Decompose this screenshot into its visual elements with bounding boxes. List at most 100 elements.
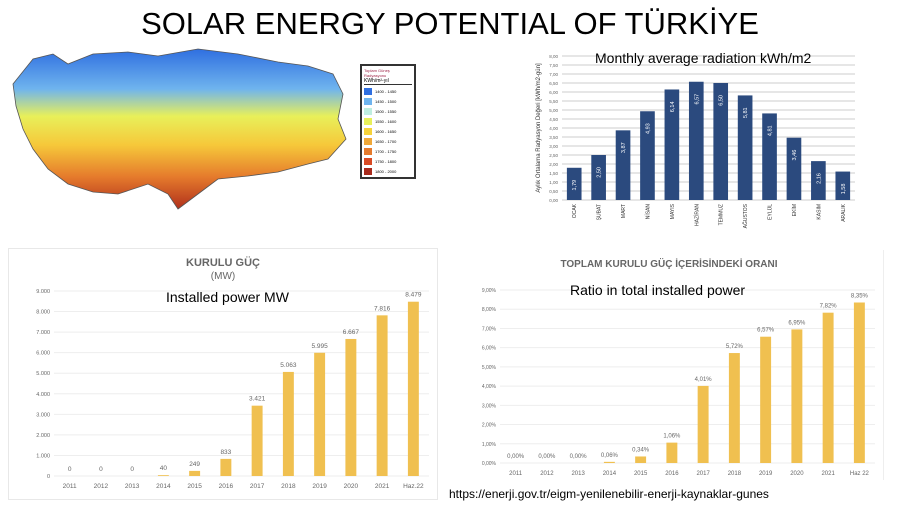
bar (666, 442, 678, 463)
bar (688, 81, 704, 200)
legend-swatch (364, 168, 372, 175)
legend-swatch (364, 138, 372, 145)
y-tick-label: 1.000 (36, 453, 50, 459)
bar (835, 171, 851, 200)
x-tick-label: 2013 (125, 483, 140, 490)
legend-item: 1650 - 1700 (364, 138, 412, 145)
x-tick-label: 2019 (759, 471, 773, 477)
data-label: 4,81 (768, 125, 774, 136)
x-tick-label: 2021 (375, 483, 390, 490)
x-tick-label: 2016 (219, 483, 234, 490)
data-label: 1,06% (663, 434, 681, 440)
legend-swatch (364, 128, 372, 135)
y-tick-label: 8,00 (549, 54, 558, 59)
data-label: 1,79 (572, 180, 578, 191)
x-tick-label: MART (621, 204, 627, 218)
y-tick-label: 8.000 (36, 310, 50, 316)
chart-subtitle: (MW) (210, 271, 236, 282)
data-label: 0 (130, 466, 134, 473)
slide-title: SOLAR ENERGY POTENTIAL OF TÜRKİYE (141, 6, 759, 41)
y-tick-label: 5,00 (549, 108, 558, 113)
x-tick-label: 2011 (509, 471, 523, 477)
x-tick-label: Haz 22 (850, 471, 870, 477)
data-label: 6,57 (694, 94, 700, 105)
y-tick-label: 2,50 (549, 153, 558, 158)
legend-swatch (364, 148, 372, 155)
y-tick-label: 0,00% (482, 461, 497, 467)
legend-item: 1500 - 1550 (364, 108, 412, 115)
data-label: 2,16 (816, 173, 822, 184)
x-tick-label: KASIM (816, 204, 822, 220)
bar (282, 371, 294, 476)
bar (760, 336, 772, 463)
chart-title: TOPLAM KURULU GÜÇ İÇERİSİNDEKİ ORANI (560, 259, 778, 270)
data-label: 0,00% (538, 454, 556, 460)
legend-item: 1800 - 2000 (364, 168, 412, 175)
data-label: 6.667 (343, 329, 360, 336)
data-label: 8.479 (405, 292, 422, 299)
chart-title: KURULU GÜÇ (186, 257, 260, 269)
bar (640, 111, 655, 200)
legend-unit: KWh/m²-yıl (364, 78, 412, 85)
legend-item: 1450 - 1500 (364, 98, 412, 105)
y-tick-label: 2,00% (482, 423, 497, 429)
y-tick-label: 2,00 (549, 162, 558, 167)
x-tick-label: MAYIS (670, 203, 676, 219)
bar (314, 352, 326, 476)
data-label: 833 (220, 449, 231, 456)
y-axis-label: Aylık Ortalama Radyasyon Değeri [kWh/m2-… (536, 63, 542, 193)
source-url[interactable]: https://enerji.gov.tr/eigm-yenilenebilir… (449, 487, 769, 501)
bar (603, 461, 615, 463)
data-label: 0 (99, 466, 103, 473)
radiation-chart: 0,00 0,50 1,00 1,50 2,00 2,50 3,00 3,50 4,00 4,50… (530, 44, 865, 244)
bar (811, 161, 826, 200)
y-tick-label: 6,50 (549, 81, 558, 86)
x-tick-label: TEMMUZ (719, 204, 725, 225)
data-label: 5,72% (726, 344, 744, 350)
data-label: 3.421 (249, 396, 266, 403)
y-tick-label: 7,00 (549, 72, 558, 77)
y-tick-label: 3,00 (549, 144, 558, 149)
installed-overlay-label: Installed power MW (166, 289, 289, 305)
x-tick-label: 2012 (94, 483, 109, 490)
bar (220, 458, 232, 476)
bar (853, 302, 865, 463)
bar (791, 329, 803, 463)
y-tick-label: 5,50 (549, 99, 558, 104)
x-tick-label: EKİM (791, 204, 798, 216)
radiation-overlay-label: Monthly average radiation kWh/m2 (595, 50, 812, 66)
data-label: 7.816 (374, 305, 391, 312)
bar (786, 137, 802, 200)
data-label: 0,00% (570, 454, 588, 460)
bar (615, 130, 631, 200)
x-tick-label: OCAK (572, 203, 578, 218)
legend-item: 1550 - 1600 (364, 118, 412, 125)
data-label: 5.995 (311, 343, 328, 350)
x-tick-label: AĞUSTOS (742, 203, 749, 228)
x-tick-label: 2020 (344, 483, 359, 490)
x-tick-label: 2012 (540, 471, 554, 477)
solar-map: Toplam Güneş Radyasyonu KWh/m²-yıl 1400 … (8, 44, 416, 214)
legend-item: 1750 - 1800 (364, 158, 412, 165)
y-tick-label: 6,00 (549, 90, 558, 95)
bar (697, 385, 709, 463)
legend-item: 1700 - 1750 (364, 148, 412, 155)
data-label: 5,81 (743, 107, 749, 118)
y-tick-label: 9,00% (482, 288, 497, 294)
y-tick-label: 1,00 (549, 180, 558, 185)
data-label: 6,14 (670, 101, 676, 112)
data-label: 3,46 (792, 150, 798, 161)
bar (664, 89, 680, 200)
ratio-chart: TOPLAM KURULU GÜÇ İÇERİSİNDEKİ ORANI 0,0… (455, 250, 884, 480)
bar (737, 95, 753, 200)
legend-item: 1600 - 1650 (364, 128, 412, 135)
y-tick-label: 4.000 (36, 392, 50, 398)
y-tick-label: 7,00% (482, 326, 497, 332)
y-tick-label: 1,50 (549, 171, 558, 176)
data-label: 0 (68, 466, 72, 473)
y-tick-label: 6,00% (482, 346, 497, 352)
x-tick-label: 2014 (156, 483, 171, 490)
y-tick-label: 1,00% (482, 442, 497, 448)
y-tick-label: 3.000 (36, 412, 50, 418)
legend-swatch (364, 158, 372, 165)
